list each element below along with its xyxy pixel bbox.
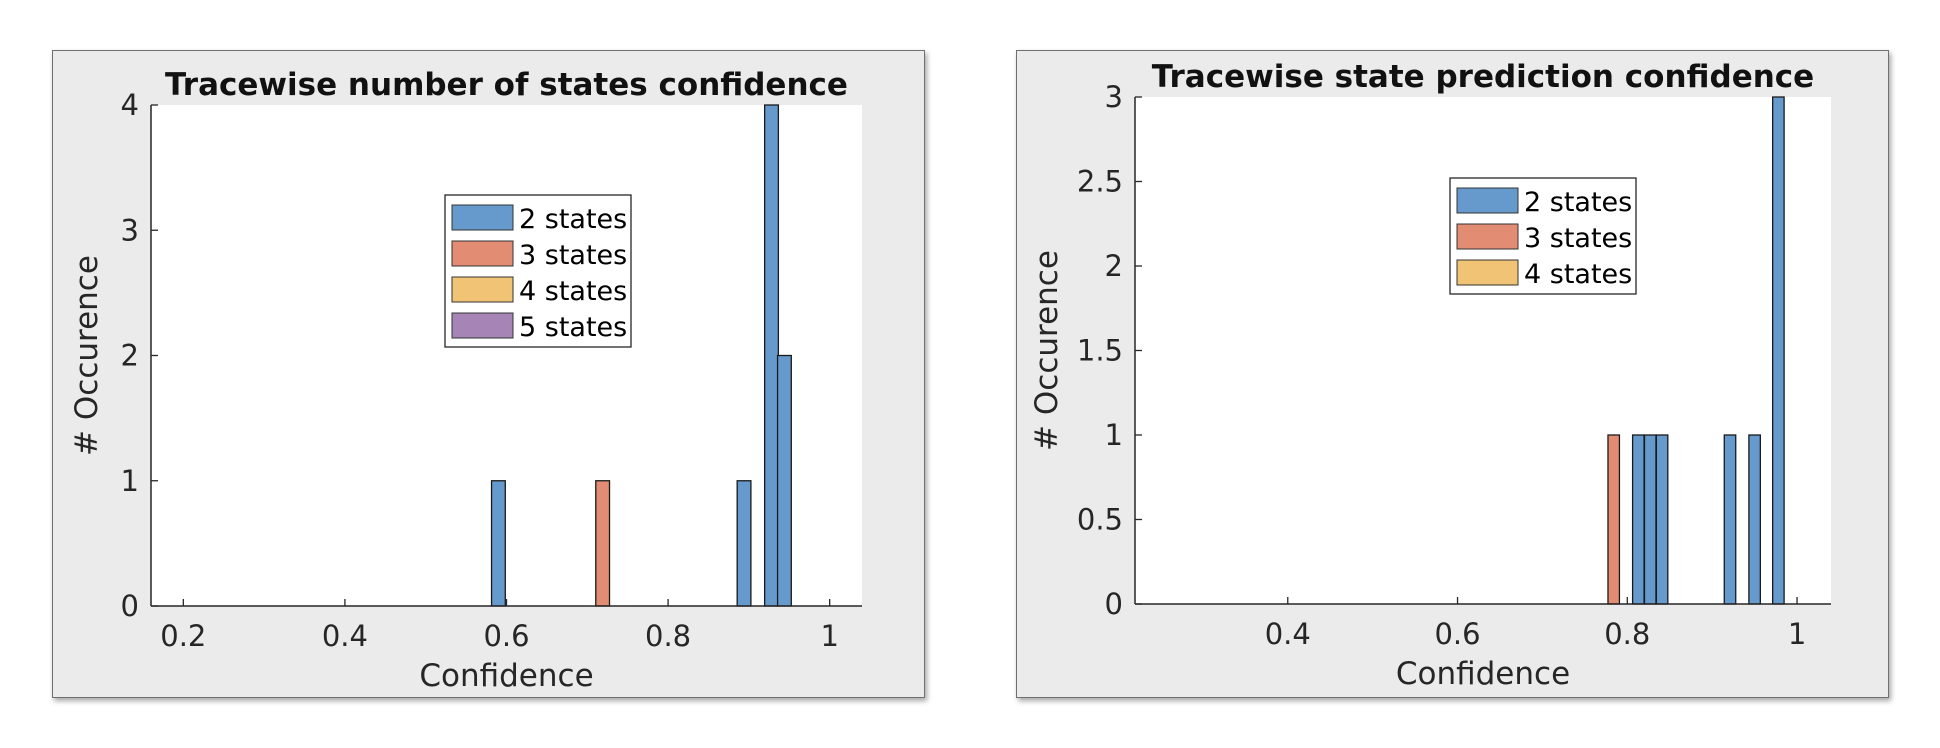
x-tick-label: 0.6 [1434,617,1480,651]
y-tick-label: 4 [121,88,139,122]
legend-label-4-states: 4 states [519,276,627,307]
x-tick-label: 0.2 [160,619,206,653]
y-tick-label: 0 [121,589,139,623]
y-tick-label: 1.5 [1077,334,1123,368]
bar-2-states-5 [1771,96,1785,605]
chart-title: Tracewise state prediction confidence [1152,59,1814,95]
bar-2-states-2 [763,104,780,607]
y-tick-label: 2.5 [1077,165,1123,199]
right-histogram-chart: 0.4 0.6 0.8 1 0 0.5 1 1.5 2 2.5 3 Tracewise state p… [1029,59,1831,692]
legend-swatch-2-states [1456,187,1519,214]
y-tick-label: 0 [1105,587,1123,621]
left-histogram-chart: 0.2 0.4 0.6 0.8 1 0 1 2 3 4 Tracewise number of st… [69,67,862,694]
legend-swatch-3-states [1456,223,1519,250]
y-tick-label: 0.5 [1077,503,1123,537]
y-axis-label: # Occurence [1029,250,1065,451]
legend: 2 states 3 states 4 states [1449,177,1637,295]
legend: 2 states 3 states 4 states 5 states [444,194,632,348]
chart-title: Tracewise number of states confidence [165,67,848,103]
x-tick-label: 1 [820,619,838,653]
y-tick-label: 1 [1105,418,1123,452]
legend-label-5-states: 5 states [519,312,627,343]
legend-swatch-3-states [451,240,514,267]
bar-3-states-0 [595,480,611,607]
y-tick-label: 3 [121,213,139,247]
x-tick-label: 0.8 [645,619,691,653]
x-tick-label: 1 [1788,617,1806,651]
bar-2-states-3 [1723,434,1737,605]
bar-2-states-1 [1643,434,1657,605]
right-chart-panel: 0.4 0.6 0.8 1 0 0.5 1 1.5 2 2.5 3 Tracewise state p… [1016,50,1889,698]
legend-swatch-4-states [451,276,514,303]
legend-label-3-states: 3 states [519,240,627,271]
bar-2-states-0 [1631,434,1645,605]
left-chart-panel: 0.2 0.4 0.6 0.8 1 0 1 2 3 4 Tracewise number of st… [52,50,925,698]
bar-2-states-0 [490,480,506,607]
y-tick-label: 3 [1105,80,1123,114]
bar-2-states-1 [736,480,752,607]
x-axis-label: Confidence [419,658,593,694]
y-tick-label: 2 [121,339,139,373]
bar-2-states-2 [1655,434,1669,605]
legend-label-3-states: 3 states [1524,223,1632,254]
bar-2-states-4 [1748,434,1761,605]
legend-swatch-4-states [1456,259,1519,286]
x-tick-label: 0.8 [1604,617,1650,651]
x-tick-label: 0.4 [322,619,368,653]
x-tick-label: 0.4 [1265,617,1311,651]
legend-label-2-states: 2 states [519,204,627,235]
x-tick-label: 0.6 [483,619,529,653]
y-tick-label: 1 [121,464,139,498]
legend-swatch-5-states [451,312,514,339]
bar-3-states-0 [1607,434,1621,605]
y-tick-label: 2 [1105,249,1123,283]
y-axis-label: # Occurence [69,255,105,456]
legend-label-2-states: 2 states [1524,187,1632,218]
x-axis-label: Confidence [1396,656,1570,692]
legend-label-4-states: 4 states [1524,259,1632,290]
plot-area [151,105,862,606]
legend-swatch-2-states [451,204,514,231]
bar-2-states-3 [776,354,792,607]
